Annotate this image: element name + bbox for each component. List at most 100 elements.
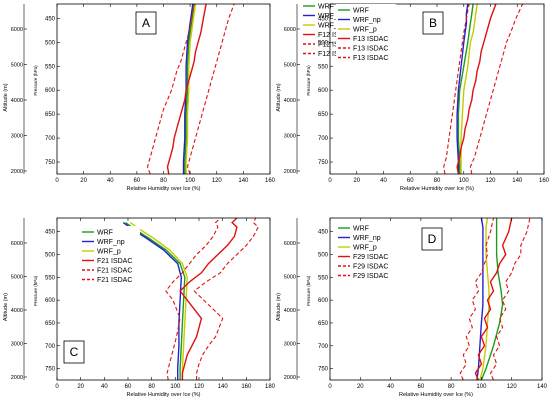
- legend-entry: WRF_np: [353, 17, 381, 24]
- pressure-tick-label: 550: [318, 275, 329, 281]
- altitude-tick-label: 6000: [11, 241, 23, 247]
- series-line-wrf-0: [184, 3, 195, 174]
- legend-entry: WRF_p: [353, 245, 377, 252]
- series-group: [459, 217, 531, 381]
- x-tick-label: 120: [507, 384, 518, 390]
- pressure-tick-label: 600: [318, 298, 329, 304]
- x-tick-label: 120: [212, 178, 223, 184]
- x-tick-label: 0: [328, 384, 332, 390]
- series-group: [146, 3, 235, 175]
- series-group: [122, 217, 259, 381]
- legend-entry: WRF: [97, 230, 113, 237]
- x-tick-label: 80: [448, 384, 455, 390]
- pressure-tick-label: 600: [318, 88, 329, 94]
- x-tick-label: 80: [434, 178, 441, 184]
- x-tick-label: 40: [101, 384, 108, 390]
- series-line-f29-isdac-5: [489, 217, 531, 381]
- x-tick-label: 80: [160, 178, 167, 184]
- legend-entry: WRF_np: [353, 235, 381, 242]
- x-tick-label: 40: [107, 178, 114, 184]
- legend-entry: F29 ISDAC: [353, 273, 388, 280]
- pressure-tick-label: 750: [45, 367, 56, 373]
- altitude-tick-label: 2000: [11, 375, 23, 381]
- altitude-axis-label: Altitude (m): [3, 83, 9, 111]
- pressure-tick-label: 650: [45, 112, 56, 118]
- plot-frame: [56, 3, 271, 175]
- panel-label: A: [142, 16, 150, 30]
- pressure-tick-label: 550: [45, 64, 56, 70]
- plot-frame: [329, 217, 543, 381]
- plot-frame: [56, 217, 271, 381]
- altitude-axis-label: Altitude (m): [276, 293, 282, 321]
- altitude-tick-label: 3000: [11, 134, 23, 140]
- x-tick-label: 140: [537, 384, 548, 390]
- series-line-f21-isdac-4: [165, 217, 221, 381]
- panel-label-box: [63, 340, 85, 364]
- altitude-tick-label: 3000: [284, 342, 296, 348]
- altitude-axis-label: Altitude (m): [3, 293, 9, 321]
- legend-entry: F21 ISDAC: [97, 268, 132, 275]
- legend-entry: F21 ISDAC: [97, 258, 132, 265]
- x-tick-label: 40: [387, 384, 394, 390]
- series-line-f12-isdac-4: [146, 3, 195, 175]
- series-line-wrf-p-2: [185, 3, 197, 174]
- altitude-tick-label: 4000: [284, 308, 296, 314]
- legend-box: [336, 4, 396, 64]
- altitude-tick-label: 5000: [11, 275, 23, 281]
- legend-entry: WRF: [353, 8, 369, 15]
- x-tick-label: 160: [241, 384, 252, 390]
- series-line-f13-isdac-4: [443, 3, 470, 175]
- altitude-tick-label: 6000: [284, 27, 296, 33]
- legend-entry: WRF_np: [318, 13, 346, 20]
- panel-label-box: [422, 11, 444, 35]
- altitude-tick-label: 3000: [11, 342, 23, 348]
- chart-panel-d: 0 20 40 60 80 100 120 140 Relative Humidity over…: [276, 217, 548, 398]
- panel-label: D: [428, 232, 437, 246]
- pressure-axis-label: Pressure (hPa): [306, 65, 311, 96]
- legend-entry: F13 ISDAC: [353, 36, 388, 43]
- x-tick-label: 40: [380, 178, 387, 184]
- series-line-f13-isdac-3: [456, 3, 497, 175]
- chart-panel-c: 0 20 40 60 80 100 120 140 160 180 Relative Humidit…: [3, 217, 276, 398]
- series-group: [443, 3, 524, 175]
- pressure-tick-label: 550: [318, 64, 329, 70]
- legend-entry: F13 ISDAC: [353, 46, 388, 53]
- x-tick-label: 0: [328, 178, 332, 184]
- series-line-f13-isdac-5: [469, 3, 524, 175]
- x-tick-label: 20: [357, 384, 364, 390]
- pressure-tick-label: 550: [45, 275, 56, 281]
- x-tick-label: 0: [55, 384, 59, 390]
- pressure-tick-label: 650: [318, 112, 329, 118]
- x-tick-label: 100: [170, 384, 181, 390]
- pressure-tick-label: 700: [318, 344, 329, 350]
- x-axis-label: Relative Humidity over Ice (%): [400, 186, 474, 192]
- x-tick-label: 120: [194, 384, 205, 390]
- panel-label-box: [421, 227, 443, 251]
- panel-label-box: [135, 11, 157, 35]
- altitude-tick-label: 6000: [284, 241, 296, 247]
- x-tick-label: 80: [148, 384, 155, 390]
- pressure-axis-label: Pressure (hPa): [33, 275, 38, 306]
- pressure-tick-label: 500: [45, 253, 56, 259]
- pressure-tick-label: 700: [45, 344, 56, 350]
- series-line-wrf-p-2: [479, 217, 490, 381]
- x-axis-label: Relative Humidity over Ice (%): [127, 186, 201, 192]
- pressure-tick-label: 500: [318, 253, 329, 259]
- legend-entry: F29 ISDAC: [353, 264, 388, 271]
- legend: WRF WRF_np WRF_p F21 ISDAC F21 ISDAC F21 ISDA…: [80, 226, 140, 286]
- x-axis-label: Relative Humidity over Ice (%): [127, 392, 201, 398]
- legend-box: [80, 226, 140, 286]
- series-line-f29-isdac-4: [459, 217, 495, 381]
- legend-entry: WRF: [353, 226, 369, 233]
- pressure-tick-label: 750: [45, 160, 56, 166]
- legend-entry: WRF_np: [97, 239, 125, 246]
- panel-label: C: [70, 345, 79, 359]
- altitude-tick-label: 2000: [284, 375, 296, 381]
- legend-entry: F12 ISDAC: [318, 42, 353, 49]
- pressure-tick-label: 450: [318, 16, 329, 22]
- panel-label: B: [429, 16, 437, 30]
- pressure-axis-label: Pressure (hPa): [33, 65, 38, 96]
- series-line-f21-isdac-5: [193, 217, 259, 380]
- pressure-tick-label: 750: [318, 160, 329, 166]
- pressure-tick-label: 650: [45, 321, 56, 327]
